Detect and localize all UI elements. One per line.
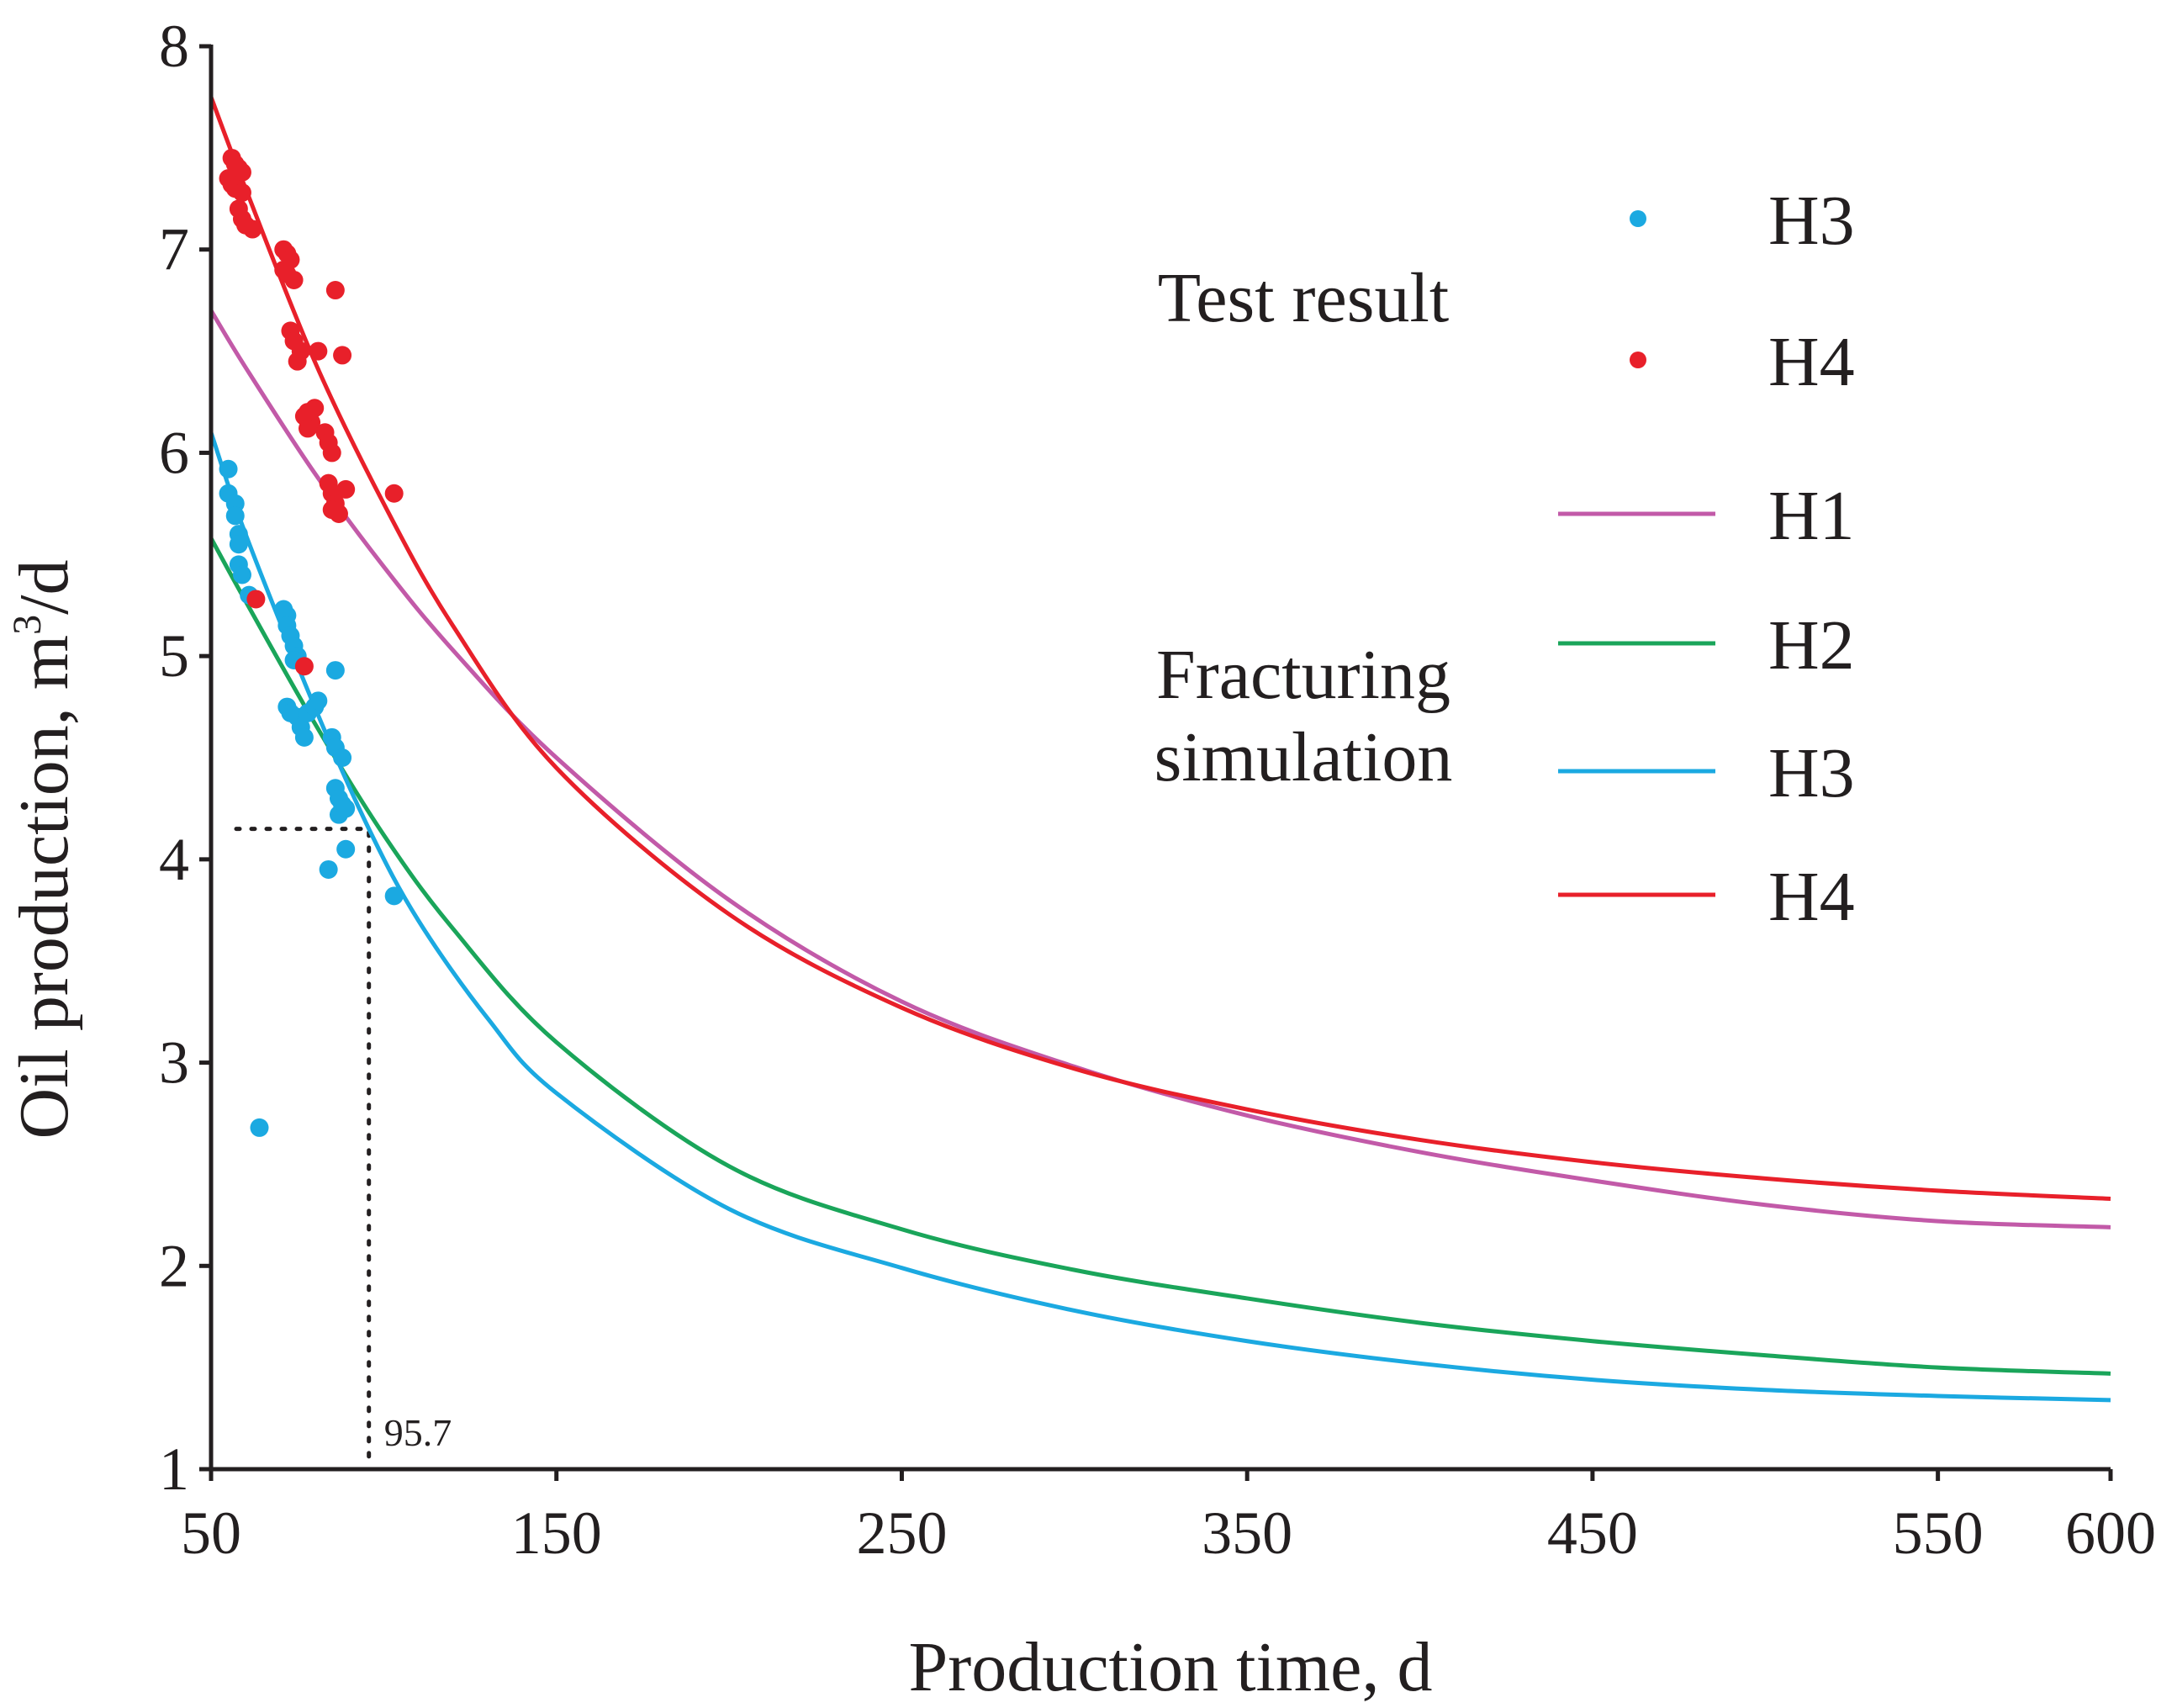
legend: H3 H4 Test result H1 H2 H3 H4 Fracturing simulat… — [1155, 182, 1855, 936]
test-point-h3 — [319, 859, 338, 879]
x-tick-label: 250 — [856, 1499, 947, 1567]
test-point-h3 — [336, 799, 356, 818]
y-tick-label: 8 — [159, 13, 189, 80]
legend-group-line: Fracturing — [1156, 636, 1450, 714]
test-point-h3 — [336, 839, 356, 859]
test-point-h3 — [333, 748, 352, 767]
test-point-h3 — [250, 1118, 269, 1137]
test-point-h4 — [384, 484, 404, 503]
test-point-h4 — [288, 352, 307, 371]
test-point-h3 — [325, 661, 345, 680]
test-point-h4 — [333, 346, 352, 365]
test-point-h3 — [219, 459, 238, 479]
test-point-h3 — [232, 565, 251, 584]
test-point-h3 — [294, 727, 314, 747]
test-point-h4 — [243, 219, 262, 239]
annotation-guides: 95.7 — [234, 827, 452, 1468]
legend-label-test-h4: H4 — [1768, 323, 1855, 401]
test-point-h4 — [284, 270, 304, 289]
legend-label-sim-h1: H1 — [1768, 477, 1855, 555]
legend-label-test-h3: H3 — [1768, 182, 1855, 260]
test-point-h3 — [384, 886, 404, 906]
legend-group-test-result: Test result — [1158, 259, 1449, 337]
y-tick-label: 2 — [159, 1232, 189, 1299]
legend-label-sim-h3: H3 — [1768, 734, 1855, 812]
test-point-h4 — [232, 183, 251, 203]
y-tick-label: 3 — [159, 1029, 189, 1097]
x-tick-label: 450 — [1547, 1499, 1638, 1567]
test-result-points — [219, 148, 404, 1137]
legend-label-sim-h2: H2 — [1768, 606, 1855, 685]
simulation-line-h1 — [209, 309, 2111, 1229]
legend-label-sim-h4: H4 — [1768, 858, 1855, 936]
legend-group-line: simulation — [1155, 718, 1453, 796]
y-axis-title: Oil production, m3/d — [5, 560, 83, 1140]
simulation-line-h2 — [209, 537, 2111, 1376]
test-point-h3 — [229, 535, 248, 554]
y-axis-title-tail: /d — [5, 560, 83, 615]
test-point-h3 — [309, 691, 328, 711]
test-point-h4 — [246, 590, 266, 609]
test-point-h4 — [336, 479, 356, 499]
test-point-h4 — [325, 281, 345, 300]
legend-group-fracturing-simulation: Fracturing simulation — [1155, 636, 1453, 796]
x-tick-label: 350 — [1202, 1499, 1292, 1567]
y-tick-label: 6 — [159, 419, 189, 486]
axis-ticks: 1 2 3 4 5 6 7 8 50 150 250 350 450 550 600 — [159, 13, 2156, 1567]
simulation-line-h4 — [209, 96, 2111, 1202]
y-tick-label: 7 — [159, 216, 189, 283]
x-tick-label: 150 — [511, 1499, 602, 1567]
test-point-h4 — [294, 657, 314, 676]
legend-marker-test-h3 — [1630, 210, 1646, 227]
guide-line — [234, 827, 372, 1468]
simulation-lines — [209, 96, 2111, 1403]
test-point-h4 — [322, 443, 341, 463]
x-tick-label: 550 — [1893, 1499, 1984, 1567]
x-tick-label: 600 — [2065, 1499, 2156, 1567]
axes — [209, 45, 2111, 1472]
simulation-line-h3 — [209, 431, 2111, 1403]
legend-marker-test-h4 — [1630, 352, 1646, 368]
annotation-label: 95.7 — [384, 1411, 452, 1454]
test-point-h4 — [329, 504, 348, 523]
x-tick-label: 50 — [181, 1499, 241, 1567]
test-point-h3 — [225, 506, 245, 526]
y-tick-label: 1 — [159, 1436, 189, 1503]
y-axis-title-superscript: 3 — [5, 615, 50, 635]
x-axis-title: Production time, d — [909, 1628, 1433, 1706]
test-point-h4 — [309, 341, 328, 361]
test-point-h4 — [299, 419, 318, 438]
y-tick-label: 4 — [159, 826, 189, 893]
test-point-h4 — [232, 162, 251, 182]
y-tick-label: 5 — [159, 622, 189, 690]
